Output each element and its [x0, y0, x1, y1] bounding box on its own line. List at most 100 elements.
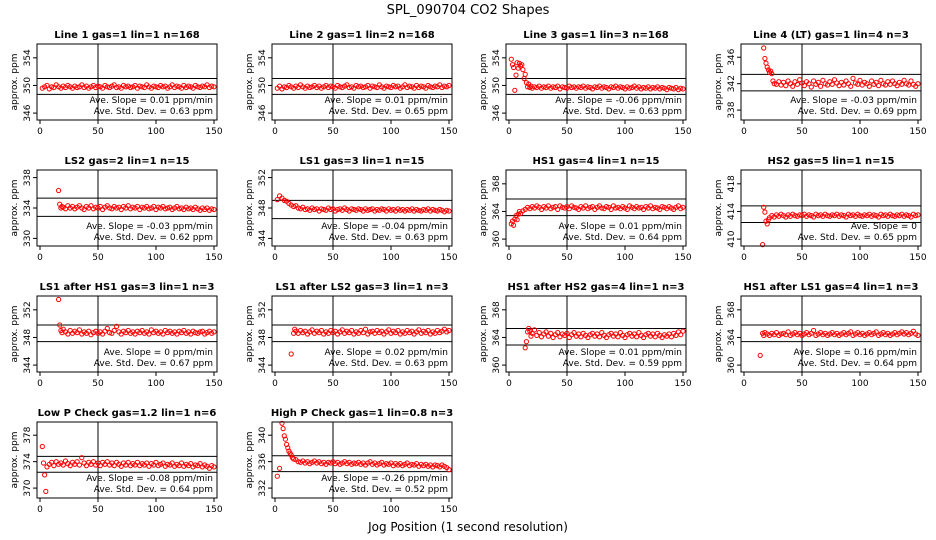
panel-2-point-42: [369, 83, 375, 89]
panel-1-point-43: [137, 83, 143, 89]
panel-10-ytick-label-352: 352: [258, 301, 268, 318]
panel-1-point-53: [160, 84, 166, 90]
panel-6-ylabel: approx. ppm: [245, 180, 255, 237]
panel-6-xtick-label-50: 50: [327, 253, 339, 263]
panel-4-point-10: [771, 81, 777, 87]
panel-1-ytick-label-346: 346: [23, 104, 33, 121]
panel-3-point-3: [510, 64, 517, 71]
panel-4-point-47: [857, 77, 863, 83]
panel-11-point-44: [615, 334, 621, 340]
panel-6-xtick-label-100: 100: [382, 253, 399, 263]
panel-10-xtick-label-0: 0: [272, 379, 278, 389]
panel-12-ytick-label-364: 364: [727, 329, 737, 346]
panel-11-title: HS1 after HS2 gas=4 lin=1 n=3: [507, 282, 684, 293]
panel-14-stddev: Ave. Std. Dev. = 0.52 ppm: [329, 485, 448, 495]
panel-10-title: LS1 after LS2 gas=3 lin=1 n=3: [275, 282, 448, 293]
panel-6-point-13: [302, 206, 308, 213]
panel-1-xtick-label-100: 100: [147, 127, 164, 137]
panel-9-ytick-label-348: 348: [23, 329, 33, 346]
panel-3-point-9: [518, 63, 524, 69]
panel-1-point-5: [49, 84, 55, 90]
panel-4-point-8: [769, 71, 775, 77]
panel-4-point-66: [901, 77, 907, 83]
panel-7-ylabel: approx. ppm: [479, 180, 489, 237]
panel-4-point-18: [790, 83, 796, 89]
panel-12-ytick-label-368: 368: [727, 301, 737, 318]
panel-8-xtick-label-100: 100: [851, 253, 868, 263]
panel-14: High P Check gas=1 lin=0.8 n=3 0 50 100 150 3…: [245, 408, 458, 515]
panel-9-point-8: [67, 327, 73, 334]
panel-6-point-41: [367, 206, 373, 213]
panel-5-ytick-label-334: 334: [23, 199, 33, 216]
panel-7-point-6: [514, 217, 520, 223]
panel-9-point-64: [197, 329, 203, 335]
panel-7-xtick-label-150: 150: [674, 253, 691, 263]
panel-3-stddev: Ave. Std. Dev. = 0.63 ppm: [563, 107, 682, 117]
panel-8-ylabel: approx. ppm: [714, 180, 724, 237]
panel-1-point-75: [211, 84, 217, 90]
panel-4-point-19: [792, 79, 798, 85]
panel-14-point-74: [432, 462, 438, 468]
panel-1-point-25: [95, 83, 101, 89]
panel-3-point-10: [519, 62, 525, 68]
panel-7-point-46: [603, 204, 610, 210]
panel-11-ylabel: approx. ppm: [479, 306, 489, 363]
panel-2-ylabel: approx. ppm: [245, 54, 255, 111]
panel-8-point-52: [871, 212, 877, 218]
panel-7-point-44: [599, 205, 605, 211]
panel-14-point-4: [280, 426, 286, 432]
panel-11: HS1 after HS2 gas=4 lin=1 n=3 0 50 100 150 36…: [479, 282, 692, 389]
panel-4-point-72: [915, 81, 921, 87]
panel-3-ylabel: approx. ppm: [479, 54, 489, 111]
panel-3-ytick-label-354: 354: [492, 49, 502, 66]
panel-4-ytick-label-338: 338: [727, 101, 737, 118]
panel-1-point-74: [209, 83, 215, 89]
panel-9-point-1: [56, 296, 62, 303]
panel-6-point-46: [379, 206, 385, 212]
panel-4-point-39: [838, 79, 845, 85]
panel-13-point-8: [51, 463, 57, 469]
figure-xlabel: Jog Position (1 second resolution): [367, 520, 568, 534]
panel-7-point-39: [587, 204, 593, 210]
panel-2-point-49: [386, 84, 392, 90]
panel-12-xtick-label-100: 100: [851, 379, 868, 389]
panel-14-ylabel: approx. ppm: [245, 432, 255, 489]
panel-11-point-67: [668, 334, 675, 340]
panel-9-point-25: [107, 330, 113, 336]
panel-4-xtick-label-100: 100: [851, 127, 868, 137]
panel-9-frame: [36, 295, 218, 373]
panel-4-point-59: [885, 79, 891, 85]
panel-9-point-70: [211, 329, 217, 335]
panel-3-point-83: [678, 85, 684, 91]
panel-3: Line 3 gas=1 lin=3 n=168 0 50 100 150 346 350 3…: [479, 30, 692, 137]
panel-1-title: Line 1 gas=1 lin=1 n=168: [54, 30, 200, 41]
panel-12-slope: Ave. Slope = 0.16 ppm/min: [793, 348, 917, 358]
panel-5-stddev: Ave. Std. Dev. = 0.62 ppm: [94, 233, 213, 243]
panel-5-ytick-label-330: 330: [23, 230, 33, 247]
panel-3-ytick-label-346: 346: [492, 104, 502, 121]
panel-2-point-15: [307, 84, 313, 91]
panel-3-point-61: [627, 85, 633, 91]
panel-5-xtick-label-100: 100: [147, 253, 164, 263]
panel-12-title: HS1 after LS1 gas=4 lin=1 n=3: [743, 282, 918, 293]
panel-2-slope: Ave. Slope = 0.01 ppm/min: [324, 96, 448, 106]
panel-8-point-28: [815, 213, 821, 219]
panel-13-point-4: [43, 488, 49, 494]
panel-4-point-15: [783, 83, 789, 89]
panel-2-point-38: [360, 84, 366, 91]
panel-6-point-36: [355, 206, 362, 212]
panel-7-point-50: [613, 205, 619, 211]
panel-14-xtick-label-50: 50: [327, 505, 339, 515]
panel-13-frame: [36, 421, 218, 499]
panel-14-slope: Ave. Slope = -0.26 ppm/min: [321, 474, 448, 484]
panel-6-xtick-label-0: 0: [272, 253, 278, 263]
panel-10-ytick-label-344: 344: [258, 356, 268, 373]
panel-1-point-3: [44, 82, 50, 89]
panel-12-xtick-label-0: 0: [741, 379, 747, 389]
panel-2-point-69: [432, 83, 438, 89]
panel-4-point-48: [859, 82, 865, 88]
panel-2-point-36: [355, 84, 362, 90]
panel-11-ytick-label-360: 360: [492, 356, 502, 373]
panel-12-ytick-label-360: 360: [727, 356, 737, 373]
